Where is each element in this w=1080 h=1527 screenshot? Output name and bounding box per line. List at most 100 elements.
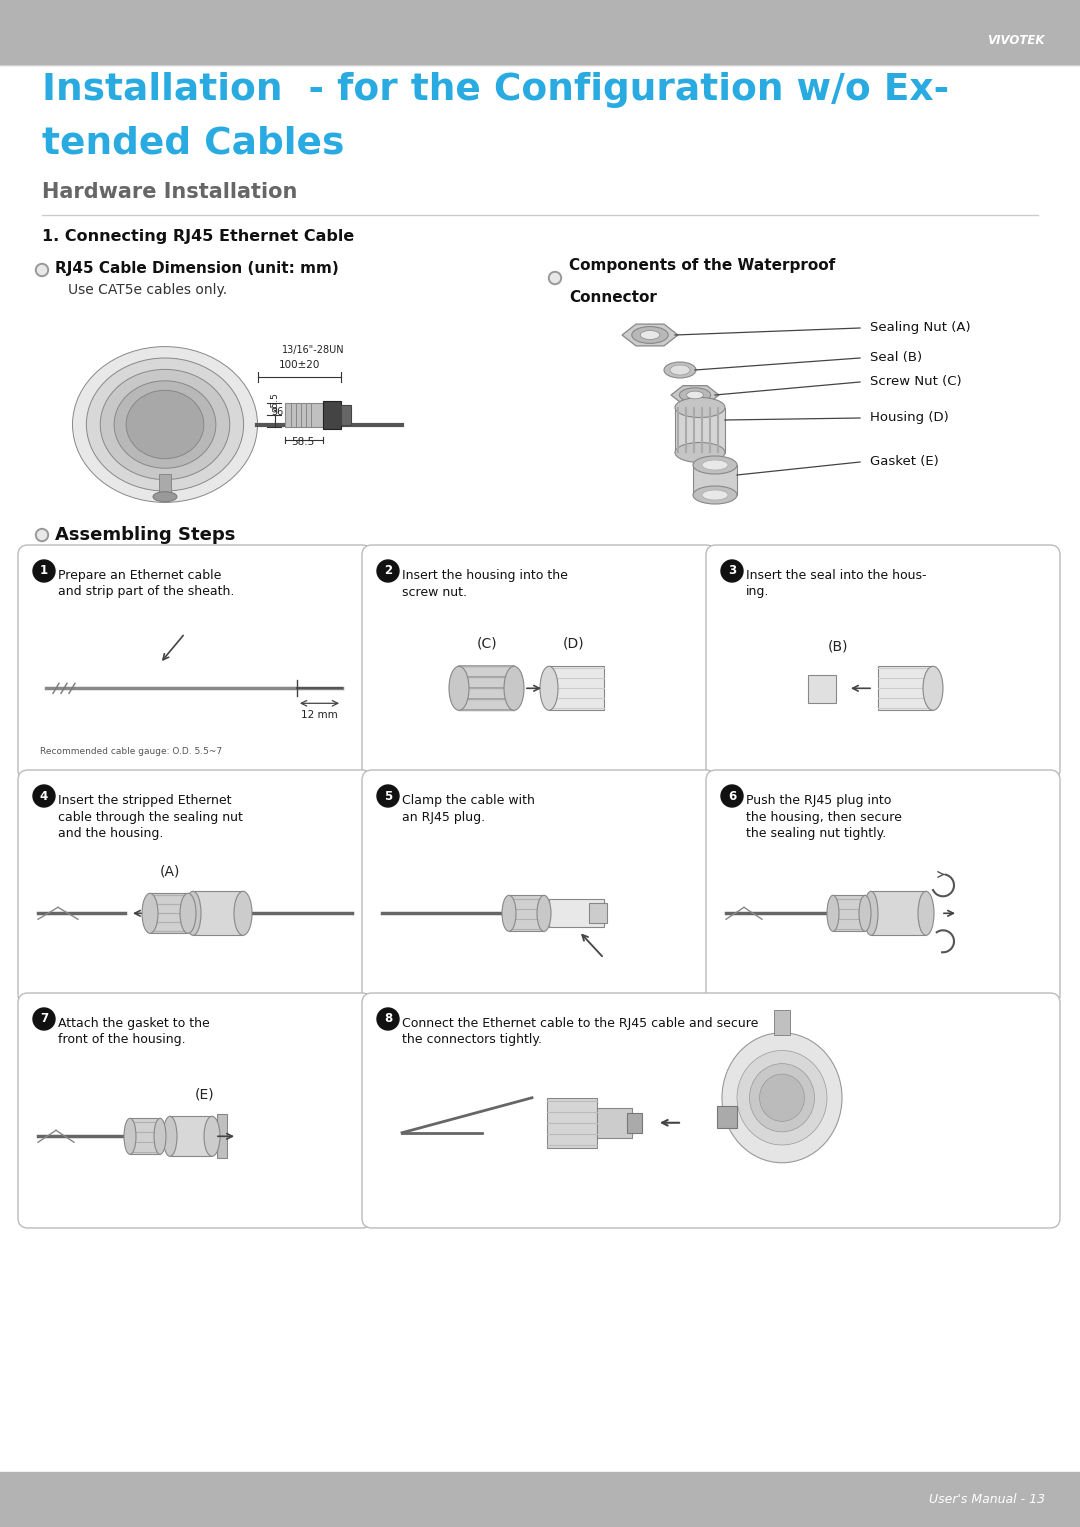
Text: Assembling Steps: Assembling Steps — [55, 525, 235, 544]
FancyBboxPatch shape — [18, 770, 372, 1005]
Bar — [589, 904, 607, 924]
Circle shape — [38, 266, 46, 275]
Text: 1: 1 — [40, 565, 49, 577]
Circle shape — [721, 560, 743, 582]
Ellipse shape — [827, 895, 839, 931]
Bar — [546, 1098, 597, 1148]
Text: (E): (E) — [195, 1087, 215, 1101]
Bar — [193, 892, 243, 936]
Ellipse shape — [163, 1116, 177, 1156]
Text: Attach the gasket to the
front of the housing.: Attach the gasket to the front of the ho… — [58, 1017, 210, 1046]
Text: 12 mm: 12 mm — [301, 710, 338, 721]
Ellipse shape — [185, 892, 201, 936]
Ellipse shape — [679, 388, 711, 402]
Text: Connect the Ethernet cable to the RJ45 cable and secure
the connectors tightly.: Connect the Ethernet cable to the RJ45 c… — [402, 1017, 758, 1046]
Circle shape — [377, 560, 399, 582]
Ellipse shape — [664, 362, 696, 379]
FancyBboxPatch shape — [706, 770, 1059, 1005]
FancyBboxPatch shape — [18, 993, 372, 1228]
Bar — [549, 666, 604, 710]
Ellipse shape — [537, 895, 551, 931]
Ellipse shape — [502, 895, 516, 931]
Text: RJ45 Cable Dimension (unit: mm): RJ45 Cable Dimension (unit: mm) — [55, 261, 339, 276]
Ellipse shape — [141, 893, 158, 933]
Text: Prepare an Ethernet cable
and strip part of the sheath.: Prepare an Ethernet cable and strip part… — [58, 570, 234, 599]
Text: ø5.5: ø5.5 — [270, 392, 280, 412]
Bar — [459, 666, 514, 710]
Text: VIVOTEK: VIVOTEK — [987, 34, 1045, 47]
Ellipse shape — [687, 391, 703, 399]
Ellipse shape — [923, 666, 943, 710]
FancyBboxPatch shape — [362, 993, 1059, 1228]
Circle shape — [38, 530, 46, 539]
Text: 6: 6 — [728, 789, 737, 803]
FancyBboxPatch shape — [706, 545, 1059, 780]
Ellipse shape — [154, 1118, 166, 1154]
Bar — [323, 402, 341, 429]
Text: 1. Connecting RJ45 Ethernet Cable: 1. Connecting RJ45 Ethernet Cable — [42, 229, 354, 244]
Ellipse shape — [864, 892, 878, 936]
Ellipse shape — [723, 1032, 842, 1162]
Text: 3: 3 — [728, 565, 737, 577]
Text: 58.5: 58.5 — [292, 437, 314, 447]
Circle shape — [36, 264, 49, 276]
Text: Components of the Waterproof: Components of the Waterproof — [569, 258, 835, 273]
Ellipse shape — [632, 327, 669, 344]
Bar — [627, 1113, 642, 1133]
Bar — [675, 408, 725, 452]
Text: tended Cables: tended Cables — [42, 127, 345, 162]
Ellipse shape — [204, 1116, 220, 1156]
Ellipse shape — [693, 457, 737, 473]
Circle shape — [551, 273, 559, 282]
Circle shape — [377, 1008, 399, 1031]
Text: Recommended cable gauge: O.D. 5.5~7: Recommended cable gauge: O.D. 5.5~7 — [40, 747, 222, 756]
Ellipse shape — [670, 365, 690, 376]
Text: Sealing Nut (A): Sealing Nut (A) — [870, 322, 971, 334]
Ellipse shape — [693, 486, 737, 504]
FancyBboxPatch shape — [362, 770, 716, 1005]
Text: 100±20: 100±20 — [279, 360, 320, 370]
Text: 13/16"-28UN: 13/16"-28UN — [282, 345, 345, 354]
Circle shape — [33, 1008, 55, 1031]
Text: 2: 2 — [383, 565, 392, 577]
Text: Insert the housing into the
screw nut.: Insert the housing into the screw nut. — [402, 570, 568, 599]
Ellipse shape — [859, 895, 870, 931]
Text: Insert the seal into the hous-
ing.: Insert the seal into the hous- ing. — [746, 570, 927, 599]
Circle shape — [721, 785, 743, 806]
Bar — [693, 466, 737, 495]
Ellipse shape — [675, 443, 725, 463]
Text: Push the RJ45 plug into
the housing, then secure
the sealing nut tightly.: Push the RJ45 plug into the housing, the… — [746, 794, 902, 840]
Polygon shape — [671, 386, 719, 405]
Text: Insert the stripped Ethernet
cable through the sealing nut
and the housing.: Insert the stripped Ethernet cable throu… — [58, 794, 243, 840]
Bar — [130, 1118, 160, 1154]
Ellipse shape — [675, 397, 725, 417]
Ellipse shape — [702, 460, 728, 470]
Ellipse shape — [449, 666, 469, 710]
Polygon shape — [622, 324, 678, 347]
Bar — [870, 892, 926, 936]
Text: Installation  - for the Configuration w/o Ex-: Installation - for the Configuration w/o… — [42, 72, 949, 108]
Text: Hardware Installation: Hardware Installation — [42, 182, 297, 202]
Text: Connector: Connector — [569, 290, 657, 305]
Ellipse shape — [702, 490, 728, 499]
Ellipse shape — [750, 1064, 814, 1132]
Ellipse shape — [759, 1073, 805, 1121]
Ellipse shape — [737, 1051, 827, 1145]
Ellipse shape — [540, 666, 558, 710]
Text: Clamp the cable with
an RJ45 plug.: Clamp the cable with an RJ45 plug. — [402, 794, 535, 823]
Bar — [549, 899, 604, 927]
Ellipse shape — [114, 380, 216, 469]
Ellipse shape — [504, 666, 524, 710]
Text: 7: 7 — [40, 1012, 49, 1026]
Bar — [285, 403, 323, 428]
Bar — [150, 893, 188, 933]
Bar — [597, 1107, 632, 1138]
Bar — [170, 1116, 212, 1156]
Ellipse shape — [86, 357, 244, 492]
Text: 5: 5 — [383, 789, 392, 803]
Ellipse shape — [72, 347, 257, 502]
Text: (C): (C) — [476, 637, 497, 651]
Text: Seal (B): Seal (B) — [870, 351, 922, 365]
Ellipse shape — [640, 330, 660, 339]
Circle shape — [33, 560, 55, 582]
